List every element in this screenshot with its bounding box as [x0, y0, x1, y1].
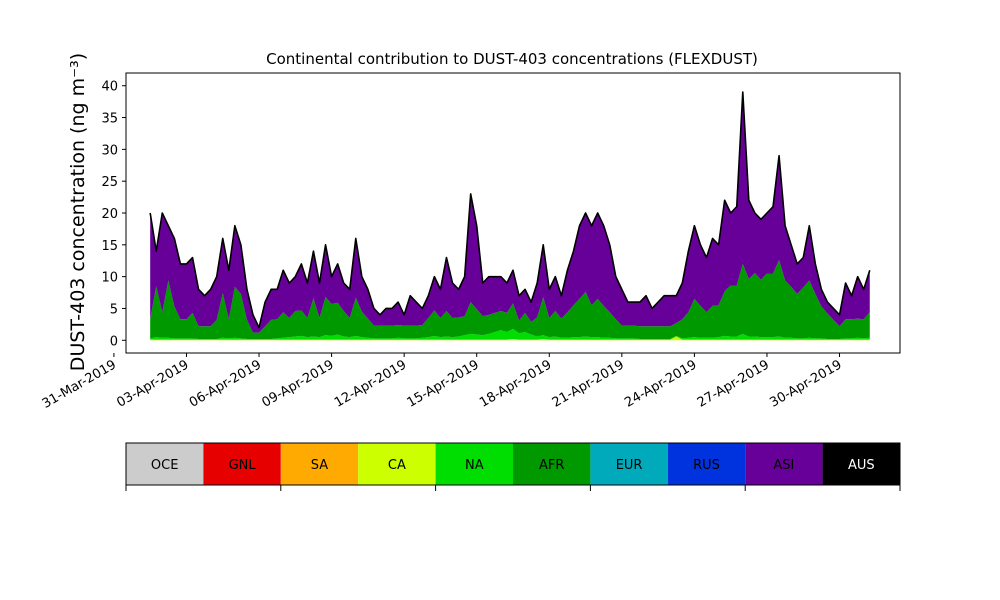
total-line [149, 91, 871, 329]
legend-label-asi: ASI [773, 458, 794, 473]
legend-label-gnl: GNL [229, 458, 257, 473]
x-tick-label: 18-Apr-2019 [477, 357, 554, 410]
legend: OCE GNL SA CA NA AFR EUR RUS ASI AUS [125, 442, 901, 491]
y-axis-label: DUST-403 concentration (ng m⁻³) [67, 53, 89, 371]
legend-swatch-afr [513, 443, 591, 485]
legend-swatch-eur [590, 443, 668, 485]
x-tick-label: 12-Apr-2019 [332, 357, 409, 410]
area-series-afr [150, 260, 870, 339]
legend-swatch-aus [822, 443, 900, 485]
legend-label-sa: SA [311, 458, 328, 473]
legend-swatch-oce [126, 443, 204, 485]
x-tick-label: 06-Apr-2019 [187, 357, 264, 410]
chart-title: Continental contribution to DUST-403 con… [266, 50, 758, 68]
legend-swatch-na [435, 443, 513, 485]
x-tick-label: 27-Apr-2019 [695, 357, 772, 410]
legend-label-eur: EUR [616, 458, 643, 473]
legend-label-oce: OCE [151, 458, 179, 473]
y-tick-label: 25 [101, 175, 118, 190]
legend-swatch-gnl [203, 443, 281, 485]
legend-swatch-rus [667, 443, 746, 485]
legend-label-rus: RUS [693, 458, 720, 473]
legend-label-na: NA [465, 458, 484, 473]
y-tick-label: 20 [101, 207, 118, 222]
x-tick-label: 09-Apr-2019 [259, 357, 336, 410]
x-tick-label: 15-Apr-2019 [405, 357, 482, 410]
plot-area [149, 91, 871, 341]
legend-swatch-asi [745, 443, 823, 485]
legend-label-afr: AFR [539, 458, 564, 473]
legend-swatch-sa [280, 443, 359, 485]
legend-label-ca: CA [388, 458, 406, 473]
x-tick-label: 24-Apr-2019 [622, 357, 699, 410]
area-series-ca [150, 336, 870, 341]
area-series-na [150, 328, 870, 340]
x-tick-label: 03-Apr-2019 [114, 357, 191, 410]
y-tick-label: 30 [101, 143, 118, 158]
y-tick-label: 10 [101, 271, 118, 286]
y-tick-label: 40 [101, 80, 118, 95]
y-tick-label: 0 [110, 334, 118, 349]
x-axis: 31-Mar-201903-Apr-201906-Apr-201909-Apr-… [40, 353, 845, 412]
legend-frame [125, 442, 901, 486]
x-tick-label: 21-Apr-2019 [550, 357, 627, 410]
x-tick-label: 30-Apr-2019 [767, 357, 844, 410]
y-tick-label: 15 [101, 239, 118, 254]
y-axis: 0 5 10 15 20 25 30 35 40 [101, 80, 126, 349]
legend-swatch-ca [358, 443, 436, 485]
y-tick-label: 5 [110, 302, 118, 317]
y-tick-label: 35 [101, 112, 118, 127]
legend-label-aus: AUS [848, 458, 875, 473]
